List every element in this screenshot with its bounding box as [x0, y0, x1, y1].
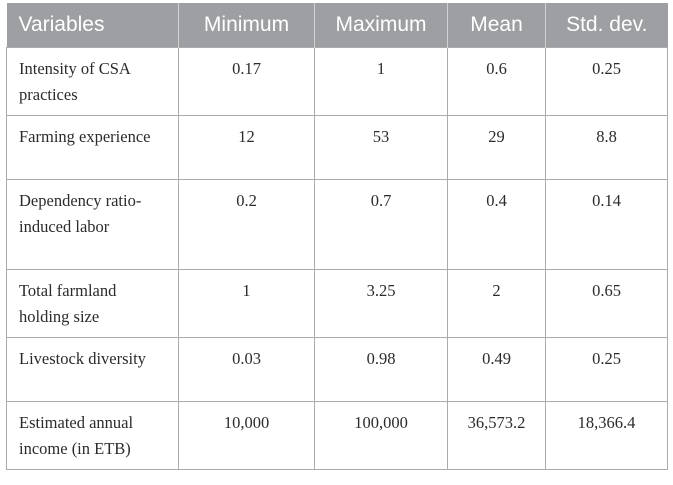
cell-maximum: 0.98 [314, 337, 448, 403]
cell-mean: 0.6 [447, 46, 546, 117]
cell-variable: Intensity of CSA practices [6, 46, 179, 117]
cell-mean: 0.49 [447, 337, 546, 403]
cell-std-dev: 8.8 [545, 115, 668, 181]
table-row: Total farmland holding size 1 3.25 2 0.6… [6, 269, 668, 339]
cell-mean: 29 [447, 115, 546, 181]
cell-std-dev: 0.25 [545, 337, 668, 403]
cell-mean: 36,573.2 [447, 401, 546, 471]
cell-maximum: 3.25 [314, 269, 448, 339]
cell-std-dev: 0.65 [545, 269, 668, 339]
header-minimum: Minimum [178, 3, 315, 48]
cell-minimum: 12 [178, 115, 315, 181]
cell-variable: Farming experience [6, 115, 179, 181]
cell-std-dev: 18,366.4 [545, 401, 668, 471]
table-row: Dependency ratio-induced labor 0.2 0.7 0… [6, 179, 668, 271]
cell-std-dev: 0.25 [545, 46, 668, 117]
table-header-row: Variables Minimum Maximum Mean Std. dev. [6, 3, 668, 48]
table-row: Estimated annual income (in ETB) 10,000 … [6, 401, 668, 471]
cell-maximum: 53 [314, 115, 448, 181]
cell-minimum: 0.2 [178, 179, 315, 271]
header-variables: Variables [6, 3, 179, 48]
cell-minimum: 1 [178, 269, 315, 339]
cell-mean: 2 [447, 269, 546, 339]
summary-statistics-table: Variables Minimum Maximum Mean Std. dev.… [6, 3, 668, 471]
cell-minimum: 0.17 [178, 46, 315, 117]
cell-variable: Total farmland holding size [6, 269, 179, 339]
cell-std-dev: 0.14 [545, 179, 668, 271]
header-maximum: Maximum [314, 3, 448, 48]
cell-maximum: 1 [314, 46, 448, 117]
cell-maximum: 100,000 [314, 401, 448, 471]
cell-mean: 0.4 [447, 179, 546, 271]
header-mean: Mean [447, 3, 546, 48]
table-row: Intensity of CSA practices 0.17 1 0.6 0.… [6, 46, 668, 117]
table-row: Livestock diversity 0.03 0.98 0.49 0.25 [6, 337, 668, 403]
header-std-dev: Std. dev. [545, 3, 668, 48]
cell-minimum: 10,000 [178, 401, 315, 471]
cell-variable: Livestock diversity [6, 337, 179, 403]
cell-variable: Estimated annual income (in ETB) [6, 401, 179, 471]
cell-maximum: 0.7 [314, 179, 448, 271]
table-row: Farming experience 12 53 29 8.8 [6, 115, 668, 181]
cell-minimum: 0.03 [178, 337, 315, 403]
cell-variable: Dependency ratio-induced labor [6, 179, 179, 271]
